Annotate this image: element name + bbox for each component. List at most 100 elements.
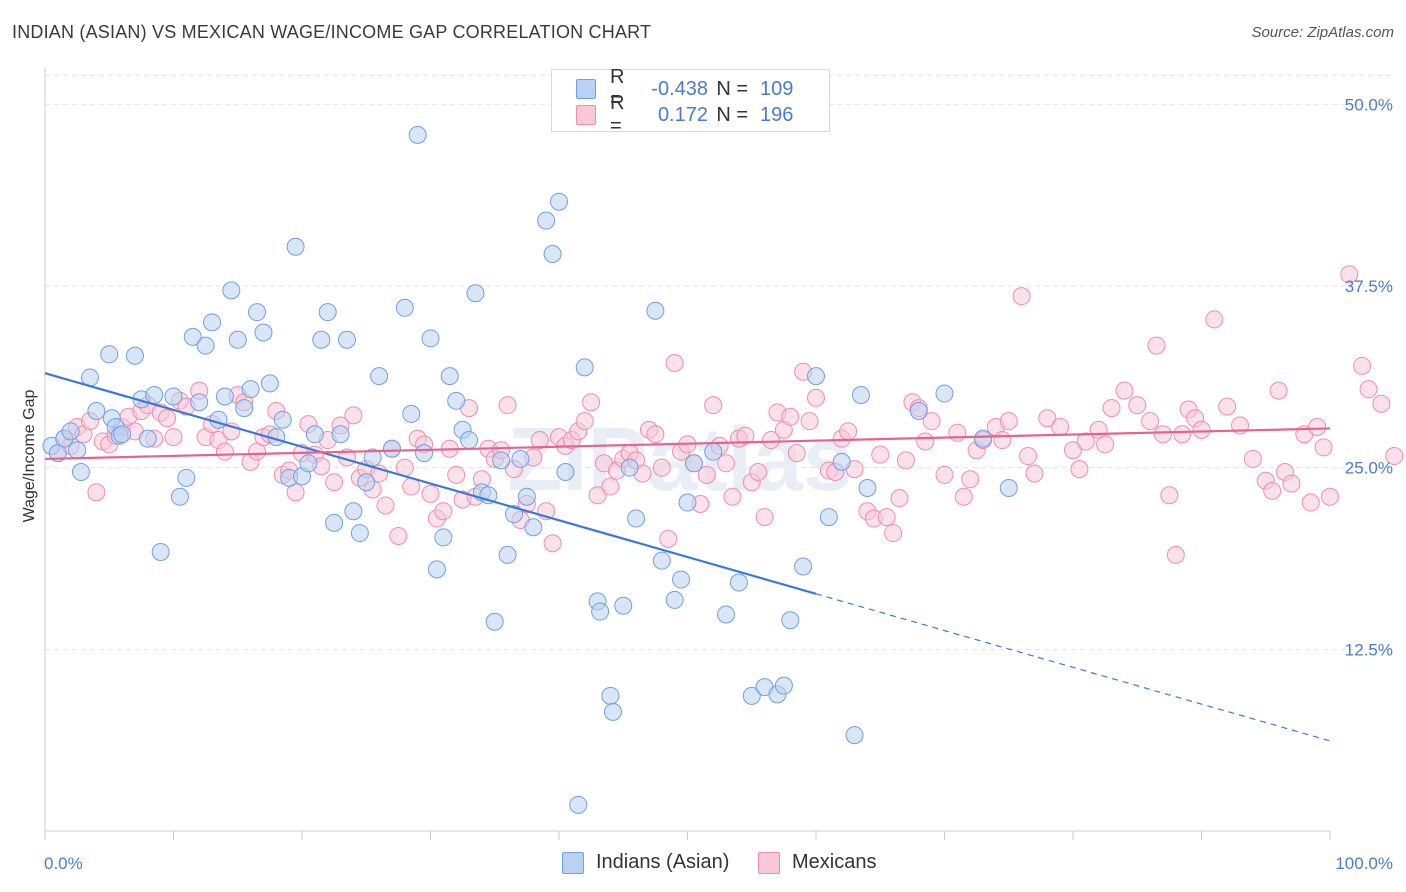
- mexican-point: [1314, 438, 1333, 457]
- source-label: Source: ZipAtlas.com: [1251, 24, 1394, 41]
- mexican-point: [755, 508, 774, 527]
- indian-point: [909, 401, 928, 420]
- indian-point: [517, 487, 536, 506]
- indian-point: [832, 452, 851, 471]
- mexican-point: [665, 354, 684, 373]
- indian-point: [260, 374, 279, 393]
- trend-lines: [44, 372, 1331, 742]
- bottom-legend-label-mexicans: Mexicans: [792, 851, 877, 873]
- legend: R = -0.438 N = 109 R = 0.172 N = 196: [551, 66, 830, 137]
- legend-row-indians: R = -0.438 N = 109: [576, 66, 794, 111]
- indian-point: [646, 301, 665, 320]
- mexican-point: [1218, 397, 1237, 416]
- indian-point: [183, 327, 202, 346]
- indian-point: [569, 795, 588, 814]
- indian-point: [190, 393, 209, 412]
- indian-point: [415, 444, 434, 463]
- mexican-point: [1282, 474, 1301, 493]
- legend-r-label: R =: [610, 92, 625, 137]
- mexican-point: [1308, 417, 1327, 436]
- mexican-point: [916, 432, 935, 451]
- indian-point: [492, 451, 511, 470]
- mexican-point: [1070, 460, 1089, 479]
- mexican-point: [1115, 381, 1134, 400]
- bottom-legend-swatch-indians: [562, 851, 584, 874]
- indian-point: [370, 367, 389, 386]
- indian-point: [575, 358, 594, 377]
- mexican-point: [659, 529, 678, 548]
- mexican-point: [1385, 447, 1404, 466]
- indian-point: [299, 454, 318, 473]
- legend-r-value: 0.172: [657, 103, 708, 126]
- mexican-point: [1359, 380, 1378, 399]
- mexican-point: [1340, 265, 1359, 284]
- mexican-point: [961, 470, 980, 489]
- indian-point: [325, 513, 344, 532]
- mexican-point: [1128, 396, 1147, 415]
- mexican-point: [543, 534, 562, 553]
- indian-point: [421, 329, 440, 348]
- trend-line-indians: [44, 372, 817, 595]
- mexican-point: [1173, 425, 1192, 444]
- series-indians-asian: [42, 125, 1018, 814]
- indian-point: [434, 528, 453, 547]
- mexican-point: [787, 444, 806, 463]
- x-tick-label-min: 0.0%: [44, 854, 83, 873]
- mexican-point: [1321, 487, 1339, 506]
- mexican-point: [215, 442, 234, 461]
- indian-point: [196, 336, 215, 355]
- indian-point: [113, 425, 132, 444]
- mexican-point: [717, 454, 736, 473]
- indian-point: [402, 404, 421, 423]
- legend-row-mexicans: R = 0.172 N = 196: [576, 92, 793, 137]
- indian-point: [305, 425, 324, 444]
- indian-point: [665, 590, 684, 609]
- indian-point: [350, 524, 369, 543]
- y-tick-label: 37.5%: [1345, 277, 1393, 296]
- grid-lines: [45, 74, 1392, 650]
- mexican-point: [1019, 447, 1038, 466]
- mexican-point: [1160, 486, 1179, 505]
- indian-point: [87, 401, 106, 420]
- mexican-point: [999, 412, 1018, 431]
- indian-point: [684, 454, 703, 473]
- indian-point: [248, 303, 267, 322]
- mexican-point: [1192, 420, 1211, 439]
- legend-n-value: 109: [760, 77, 794, 100]
- indian-point: [286, 237, 305, 256]
- mexican-point: [890, 489, 909, 508]
- mexican-point: [1025, 464, 1044, 483]
- indian-point: [408, 125, 427, 144]
- indian-point: [603, 702, 622, 721]
- indian-point: [447, 391, 466, 410]
- indian-point: [999, 479, 1018, 498]
- mexican-point: [1012, 287, 1031, 306]
- mexican-point: [1141, 412, 1160, 431]
- indian-point: [498, 545, 517, 564]
- indian-point: [138, 429, 157, 448]
- mexican-point: [1301, 493, 1320, 512]
- mexican-point: [1205, 310, 1224, 329]
- indian-point: [357, 473, 376, 492]
- indian-point: [704, 442, 723, 461]
- mexican-point: [1096, 435, 1115, 454]
- indian-point: [935, 384, 954, 403]
- indian-point: [543, 245, 562, 264]
- indian-point: [170, 487, 189, 506]
- mexican-point: [1147, 336, 1166, 355]
- mexican-point: [376, 496, 395, 515]
- mexican-point: [723, 487, 742, 506]
- indian-point: [794, 557, 813, 576]
- indian-point: [620, 458, 639, 477]
- bottom-legend-indians: Indians (Asian): [562, 851, 729, 874]
- indian-point: [151, 542, 170, 561]
- indian-point: [678, 493, 697, 512]
- legend-r-label: R =: [610, 66, 625, 111]
- indian-point: [427, 560, 446, 579]
- indian-point: [177, 468, 196, 487]
- indian-point: [742, 686, 761, 705]
- mexican-point: [1153, 425, 1172, 444]
- indian-point: [68, 441, 87, 460]
- mexican-point: [1102, 399, 1121, 418]
